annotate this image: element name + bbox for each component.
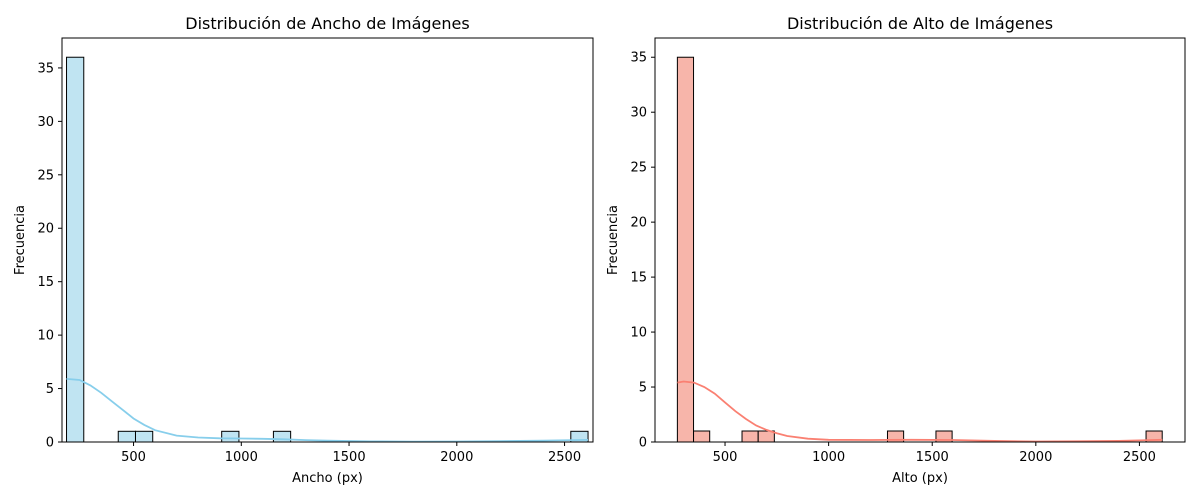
y-tick-label: 20 <box>630 216 647 231</box>
histogram-bar <box>66 56 85 443</box>
y-axis-label: Frecuencia <box>13 205 28 275</box>
y-tick-label: 30 <box>630 106 647 121</box>
y-axis-label: Frecuencia <box>606 205 621 275</box>
x-tick-label: 1000 <box>812 450 845 465</box>
y-tick-label: 5 <box>46 382 54 397</box>
chart-panel-1: 500 1000 1500 2000 2500 0 5 10 15 20 25 30 35 Distrib… <box>13 14 594 486</box>
x-tick-label: 2000 <box>1019 450 1052 465</box>
histogram-bar <box>272 430 292 443</box>
y-tick-label: 35 <box>630 51 647 66</box>
x-tick-label: 2500 <box>1123 450 1156 465</box>
chart-panel-2: 500 1000 1500 2000 2500 0 5 10 15 20 25 30 35 Distrib… <box>606 14 1186 486</box>
y-tick-label: 35 <box>37 61 54 76</box>
histogram-bar <box>117 430 136 443</box>
y-tick-label: 25 <box>630 161 647 176</box>
y-tick-label: 10 <box>630 326 647 341</box>
y-tick-label: 0 <box>639 436 647 451</box>
x-tick-label: 1500 <box>916 450 949 465</box>
chart-title: Distribución de Ancho de Imágenes <box>185 14 469 33</box>
x-tick-label: 500 <box>713 450 738 465</box>
y-tick-label: 15 <box>630 271 647 286</box>
x-tick-label: 2000 <box>440 450 473 465</box>
y-tick-label: 0 <box>46 436 54 451</box>
x-tick-label: 1500 <box>333 450 366 465</box>
histogram-bar <box>676 56 695 443</box>
x-tick-label: 2500 <box>548 450 581 465</box>
y-tick-label: 25 <box>37 168 54 183</box>
y-tick-label: 5 <box>639 381 647 396</box>
histogram-bar <box>741 430 759 443</box>
x-tick-label: 500 <box>121 450 146 465</box>
histogram-bar <box>134 430 154 443</box>
x-tick-label: 1000 <box>225 450 258 465</box>
x-axis-label: Ancho (px) <box>292 471 363 486</box>
histogram-bar <box>693 430 711 443</box>
kde-line <box>677 380 1163 443</box>
y-tick-label: 20 <box>37 222 54 237</box>
y-tick-label: 10 <box>37 329 54 344</box>
histogram-bar <box>221 430 240 443</box>
histogram-bar <box>757 430 775 443</box>
chart-title: Distribución de Alto de Imágenes <box>787 14 1053 33</box>
plot-frame <box>654 37 1186 443</box>
y-tick-label: 15 <box>37 275 54 290</box>
y-tick-label: 30 <box>37 115 54 130</box>
plot-frame <box>61 37 594 443</box>
x-axis-label: Alto (px) <box>892 471 948 486</box>
